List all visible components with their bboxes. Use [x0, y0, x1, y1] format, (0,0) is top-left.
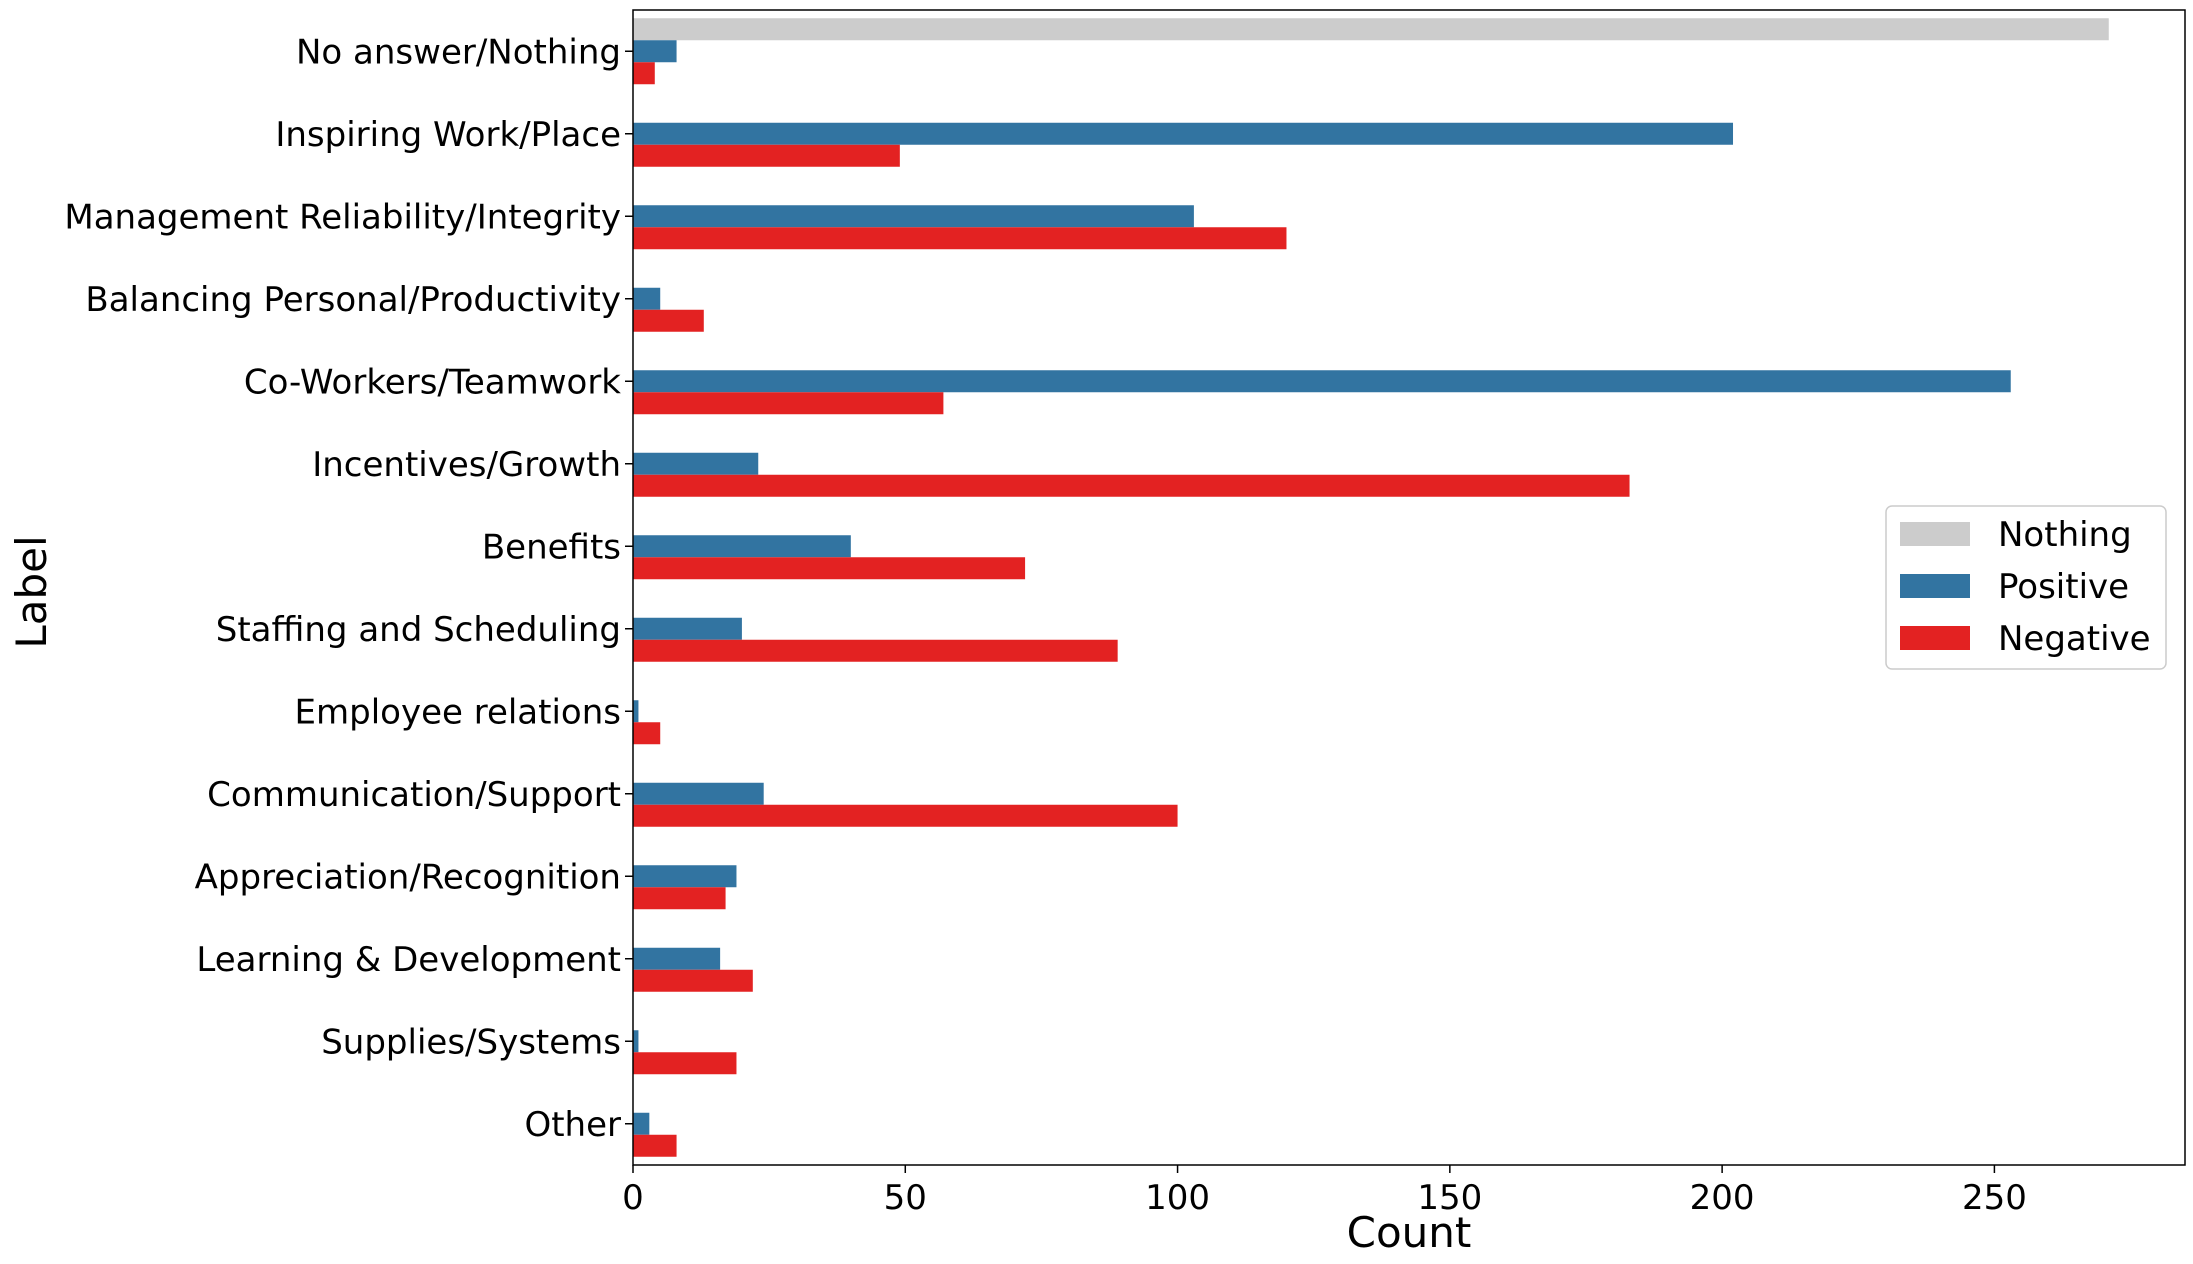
bar-positive-1 — [633, 122, 1734, 145]
bar-positive-5 — [633, 452, 759, 475]
bar-negative-4 — [633, 392, 944, 415]
x-tick-label: 200 — [1690, 1178, 1755, 1218]
plot-frame — [632, 9, 2186, 1166]
bar-negative-0 — [633, 62, 655, 85]
bar-positive-0 — [633, 40, 677, 63]
bar-negative-6 — [633, 557, 1026, 580]
y-tick-label: No answer/Nothing — [296, 32, 621, 72]
bar-negative-10 — [633, 887, 726, 910]
y-tick-label: Benefits — [482, 527, 621, 567]
y-tick-label: Staffing and Scheduling — [216, 610, 621, 650]
bar-negative-9 — [633, 804, 1178, 827]
legend: Nothing Positive Negative — [1885, 505, 2167, 670]
y-tick-label: Incentives/Growth — [312, 445, 621, 485]
bar-positive-4 — [633, 370, 2011, 393]
y-tick-label: Employee relations — [295, 692, 621, 732]
y-tick-label: Other — [524, 1105, 621, 1145]
legend-swatch-positive — [1900, 574, 1970, 598]
x-axis: 0 50 100 150 200 250 — [622, 1165, 2027, 1218]
bar-positive-12 — [633, 1030, 639, 1053]
bar-nothing-0 — [633, 18, 2109, 41]
bar-positive-3 — [633, 287, 661, 310]
bar-positive-2 — [633, 205, 1194, 228]
bar-negative-13 — [633, 1134, 677, 1157]
y-tick-label: Co-Workers/Teamwork — [244, 362, 621, 402]
legend-label-nothing: Nothing — [1998, 515, 2132, 555]
x-tick-label: 0 — [622, 1178, 644, 1218]
y-tick-label: Learning & Development — [196, 940, 621, 980]
y-tick-label: Supplies/Systems — [321, 1022, 621, 1062]
bar-positive-8 — [633, 700, 639, 723]
bar-negative-1 — [633, 144, 900, 167]
y-tick-label: Inspiring Work/Place — [275, 115, 621, 155]
bar-positive-9 — [633, 782, 764, 805]
bar-positive-7 — [633, 617, 742, 640]
legend-swatch-nothing — [1900, 522, 1970, 546]
bar-negative-7 — [633, 639, 1118, 662]
bar-negative-2 — [633, 227, 1287, 250]
y-axis: No answer/Nothing Inspiring Work/Place Man… — [64, 32, 633, 1145]
y-tick-label: Appreciation/Recognition — [195, 857, 621, 897]
y-tick-label: Management Reliability/Integrity — [64, 197, 621, 237]
legend-swatch-negative — [1900, 626, 1970, 650]
y-tick-label: Communication/Support — [207, 775, 621, 815]
bar-positive-6 — [633, 535, 851, 558]
x-tick-label: 100 — [1145, 1178, 1210, 1218]
bar-negative-11 — [633, 969, 753, 992]
bar-positive-13 — [633, 1112, 650, 1135]
bar-positive-11 — [633, 947, 721, 970]
bar-negative-8 — [633, 722, 661, 745]
bar-positive-10 — [633, 865, 737, 888]
legend-label-positive: Positive — [1998, 567, 2129, 607]
y-tick-label: Balancing Personal/Productivity — [85, 280, 621, 320]
x-tick-label: 150 — [1417, 1178, 1482, 1218]
x-axis-title: Count — [1347, 1208, 1472, 1257]
bar-negative-3 — [633, 309, 704, 332]
bar-negative-12 — [633, 1052, 737, 1075]
bars-group — [633, 18, 2109, 1157]
y-axis-title: Label — [7, 535, 56, 648]
x-tick-label: 50 — [884, 1178, 927, 1218]
bar-negative-5 — [633, 474, 1630, 497]
x-tick-label: 250 — [1962, 1178, 2027, 1218]
legend-label-negative: Negative — [1998, 619, 2151, 659]
